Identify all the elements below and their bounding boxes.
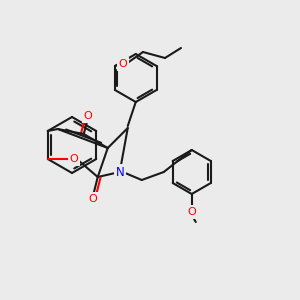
Text: O: O [88,194,97,204]
Text: O: O [83,111,92,121]
Text: O: O [188,207,196,217]
Text: N: N [116,166,124,178]
Text: O: O [69,154,78,164]
Text: O: O [118,59,127,69]
